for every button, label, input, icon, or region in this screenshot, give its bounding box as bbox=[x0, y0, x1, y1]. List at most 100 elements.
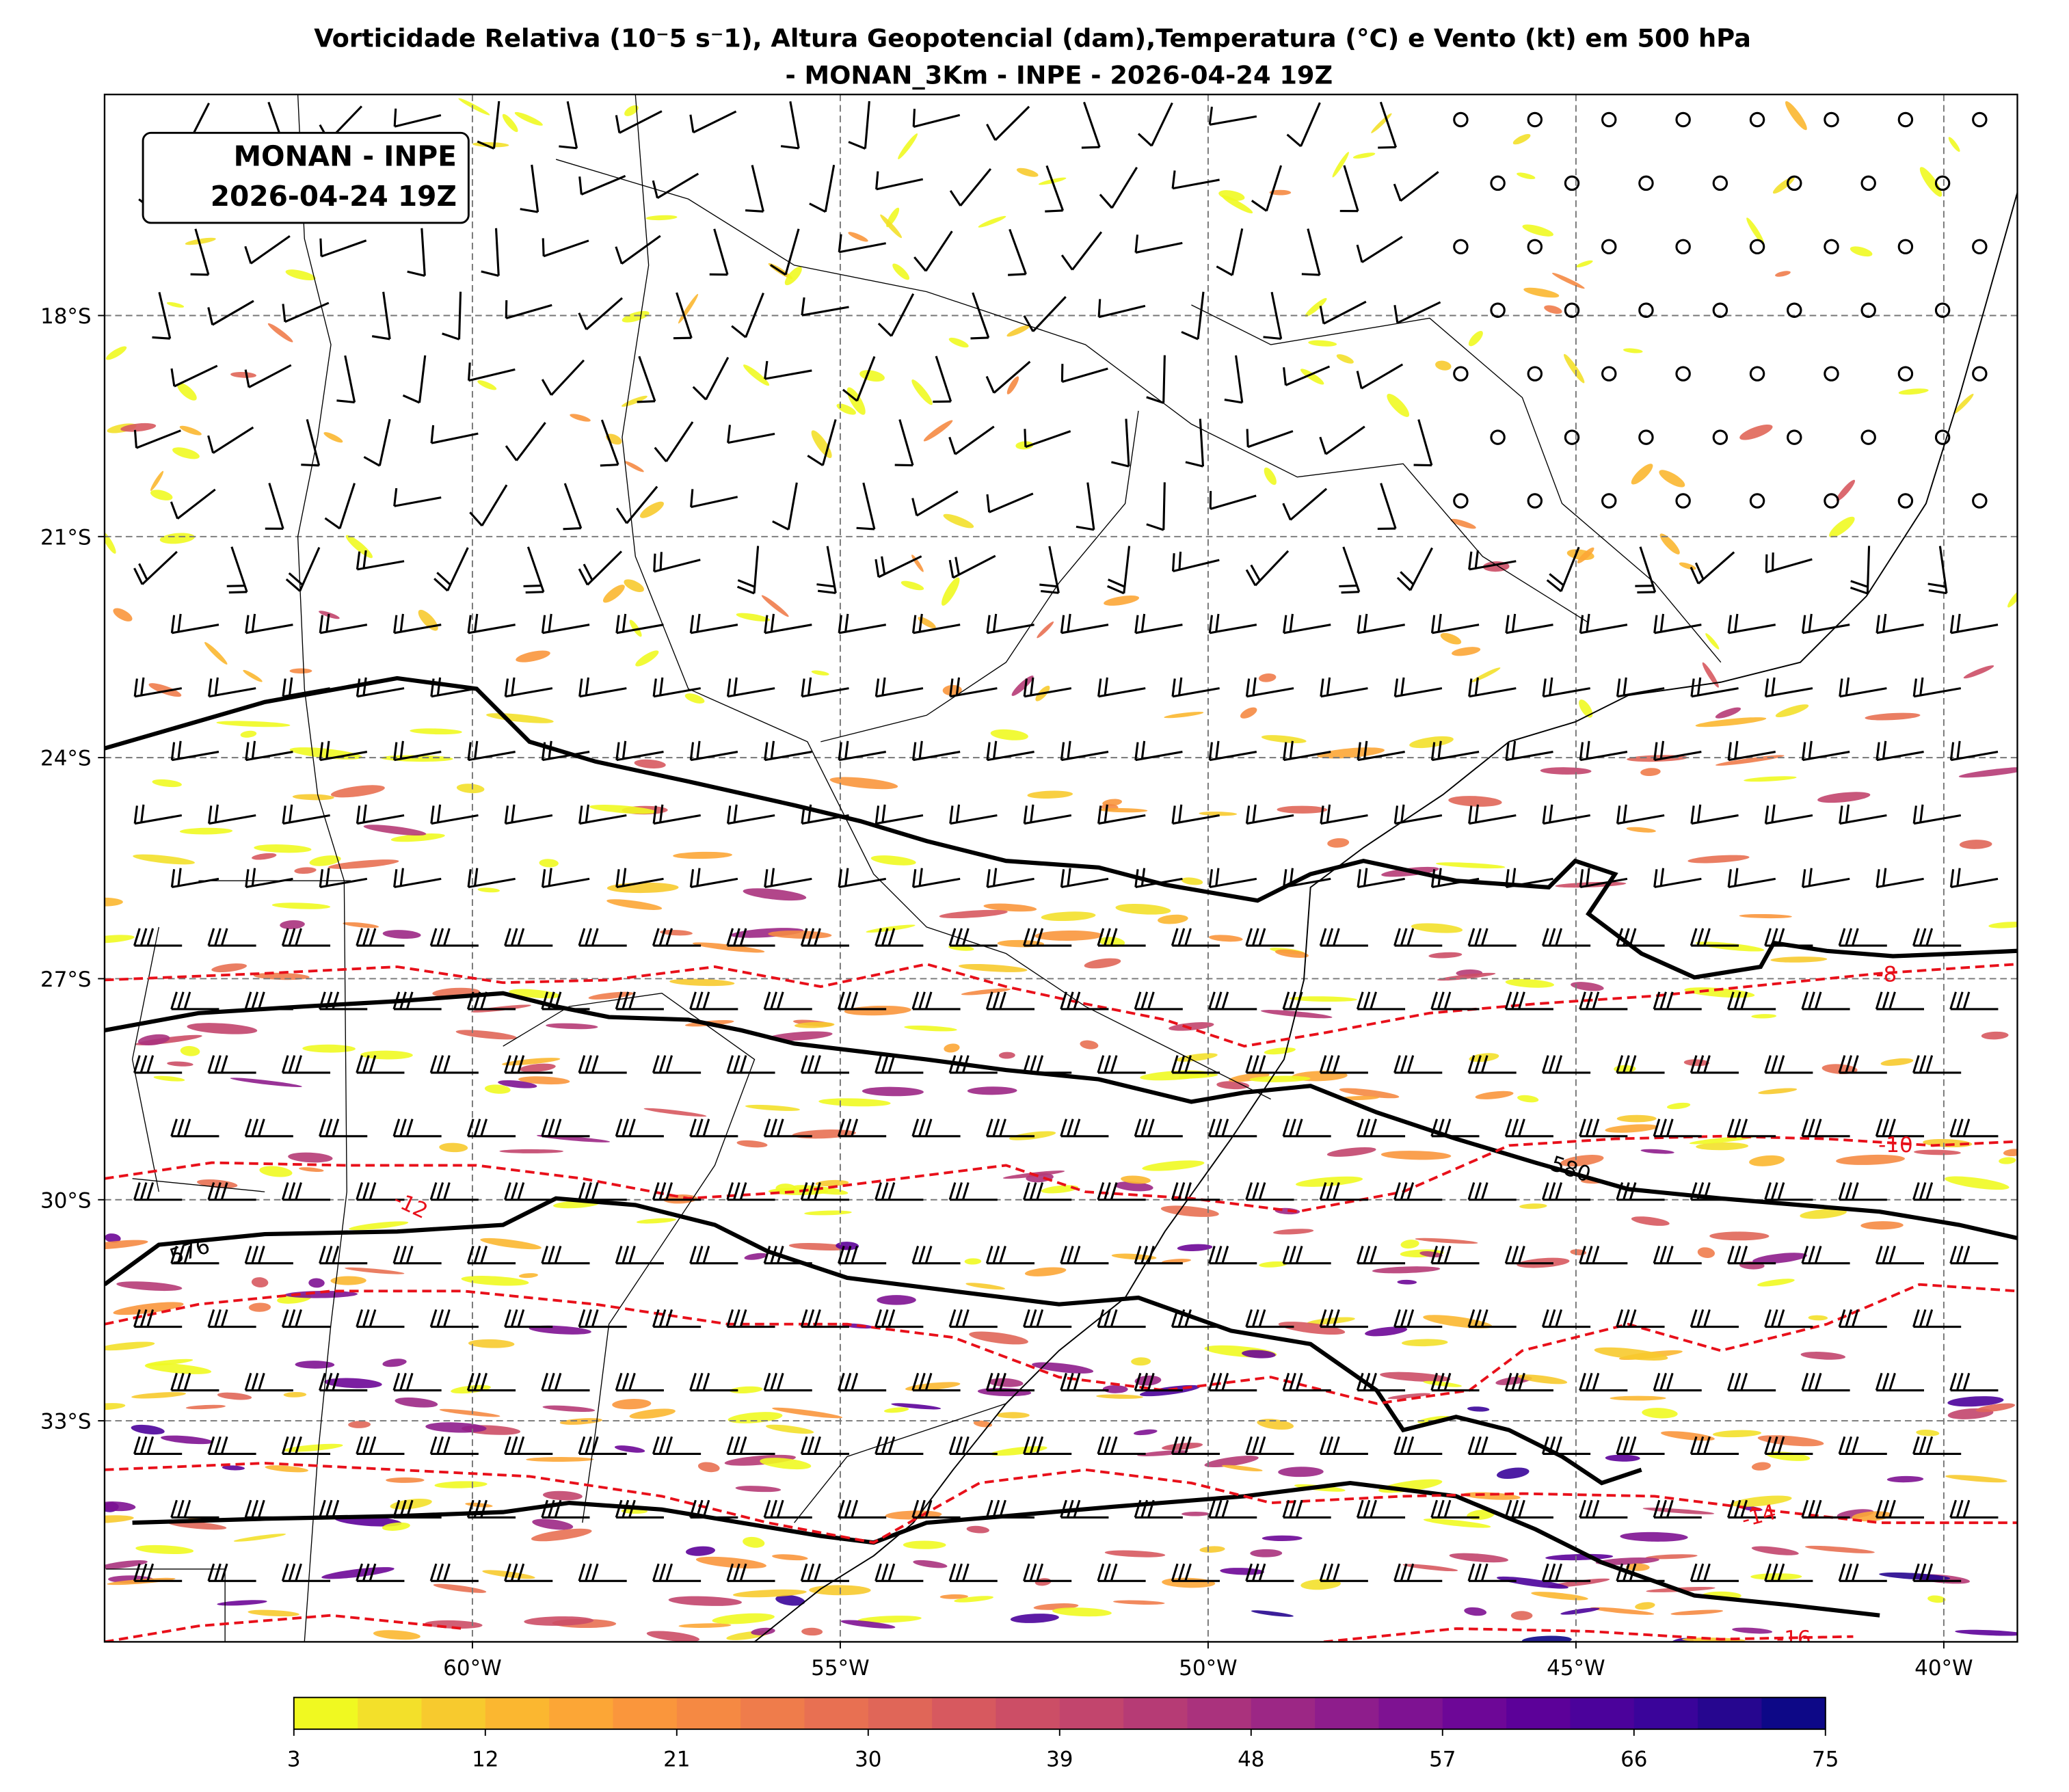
colorbar-tick-label: 3 bbox=[287, 1747, 301, 1771]
barb-staff bbox=[653, 687, 701, 698]
barb-feather bbox=[1081, 146, 1100, 149]
barb-feather bbox=[1320, 678, 1324, 697]
barb-feather bbox=[520, 208, 538, 213]
vorticity-streak bbox=[1104, 596, 1140, 606]
wind-barb bbox=[1467, 928, 1517, 947]
wind-barb bbox=[170, 1499, 219, 1519]
barb-feather bbox=[992, 991, 1000, 1010]
barb-staff bbox=[656, 172, 699, 200]
wind-barb bbox=[1690, 1309, 1739, 1328]
wind-barb bbox=[578, 1055, 627, 1074]
barb-feather bbox=[295, 928, 302, 946]
barb-feather bbox=[1925, 1563, 1934, 1581]
wind-barb bbox=[1616, 1436, 1665, 1456]
barb-staff bbox=[1172, 814, 1220, 825]
wind-barb bbox=[356, 804, 405, 825]
vorticity-streak bbox=[1096, 1394, 1143, 1399]
vorticity-streak bbox=[589, 805, 656, 814]
calm-wind bbox=[1490, 429, 1506, 445]
calm-wind bbox=[1749, 366, 1765, 382]
wind-barb bbox=[1393, 1436, 1443, 1456]
wind-barb bbox=[801, 804, 849, 825]
barb-feather bbox=[1585, 991, 1593, 1010]
wind-barb bbox=[986, 492, 1034, 513]
barb-feather bbox=[1548, 928, 1556, 946]
barb-staff bbox=[526, 546, 545, 593]
wind-barb bbox=[875, 677, 924, 698]
barb-feather bbox=[1659, 1372, 1667, 1391]
vorticity-streak bbox=[1865, 712, 1921, 721]
barb-feather bbox=[615, 246, 623, 265]
wind-barb bbox=[319, 991, 368, 1011]
barb-feather bbox=[469, 511, 483, 526]
wind-barb bbox=[356, 1182, 405, 1201]
vorticity-streak bbox=[1452, 647, 1481, 656]
barb-feather bbox=[466, 1246, 475, 1264]
vorticity-streak bbox=[363, 825, 427, 836]
wind-barb bbox=[1875, 1372, 1925, 1392]
wind-barb bbox=[1949, 613, 1999, 634]
barb-feather bbox=[1356, 1372, 1364, 1391]
barb-feather bbox=[1808, 1499, 1815, 1518]
barb-feather bbox=[356, 805, 361, 824]
barb-feather bbox=[1406, 1309, 1415, 1328]
barb-feather bbox=[1437, 1119, 1445, 1137]
barb-feather bbox=[881, 556, 886, 575]
barb-staff bbox=[505, 687, 553, 698]
barb-feather bbox=[1066, 1372, 1074, 1391]
barb-feather bbox=[1703, 1182, 1711, 1201]
vorticity-streak bbox=[1468, 331, 1483, 347]
barb-feather bbox=[468, 362, 471, 381]
barb-staff bbox=[1938, 546, 1948, 593]
barb-feather bbox=[429, 1309, 438, 1328]
wind-barb bbox=[429, 1182, 479, 1201]
colorbar-segment bbox=[549, 1697, 614, 1730]
barb-feather bbox=[1140, 868, 1146, 887]
barb-feather bbox=[1690, 805, 1695, 824]
barb-feather bbox=[282, 678, 286, 697]
wind-barb bbox=[1393, 301, 1441, 324]
wind-barb bbox=[837, 1499, 887, 1519]
wind-barb bbox=[1282, 1246, 1331, 1265]
barb-feather bbox=[1326, 1182, 1334, 1201]
barb-staff bbox=[838, 877, 887, 889]
barb-feather bbox=[615, 742, 620, 760]
barb-feather bbox=[1505, 742, 1510, 760]
vorticity-streak bbox=[729, 1386, 763, 1394]
wind-barb bbox=[948, 928, 998, 947]
barb-staff bbox=[194, 228, 210, 276]
calm-wind bbox=[1675, 239, 1691, 255]
wind-barb bbox=[1283, 365, 1331, 386]
barb-feather bbox=[1850, 580, 1869, 588]
barb-feather bbox=[1549, 573, 1564, 587]
barb-feather bbox=[1882, 1246, 1890, 1264]
barb-feather bbox=[1437, 1372, 1445, 1391]
barb-feather bbox=[244, 1499, 252, 1518]
barb-feather bbox=[399, 991, 407, 1010]
vorticity-streak bbox=[159, 533, 195, 544]
barb-feather bbox=[244, 1246, 252, 1264]
wind-barb bbox=[170, 1372, 219, 1392]
barb-feather bbox=[138, 563, 148, 580]
barb-feather bbox=[133, 1182, 141, 1201]
wind-barb bbox=[541, 1499, 590, 1519]
barb-feather bbox=[844, 1499, 852, 1518]
wind-barb bbox=[615, 1119, 664, 1138]
vorticity-streak bbox=[602, 585, 625, 603]
barb-feather bbox=[325, 1246, 333, 1264]
vorticity-streak bbox=[1702, 662, 1719, 688]
barb-feather bbox=[911, 991, 920, 1010]
barb-feather bbox=[1370, 991, 1377, 1010]
barb-staff bbox=[616, 751, 664, 762]
barb-feather bbox=[504, 928, 511, 946]
wind-barb bbox=[1949, 1246, 1999, 1265]
barb-feather bbox=[548, 1246, 555, 1264]
barb-staff bbox=[1432, 751, 1480, 762]
barb-feather bbox=[1208, 1499, 1216, 1518]
vorticity-streak bbox=[1695, 717, 1767, 727]
wind-barb bbox=[816, 546, 837, 594]
vorticity-streak bbox=[943, 513, 974, 529]
barb-feather bbox=[807, 455, 824, 466]
barb-feather bbox=[1962, 1372, 1971, 1391]
wind-barb bbox=[281, 928, 331, 947]
